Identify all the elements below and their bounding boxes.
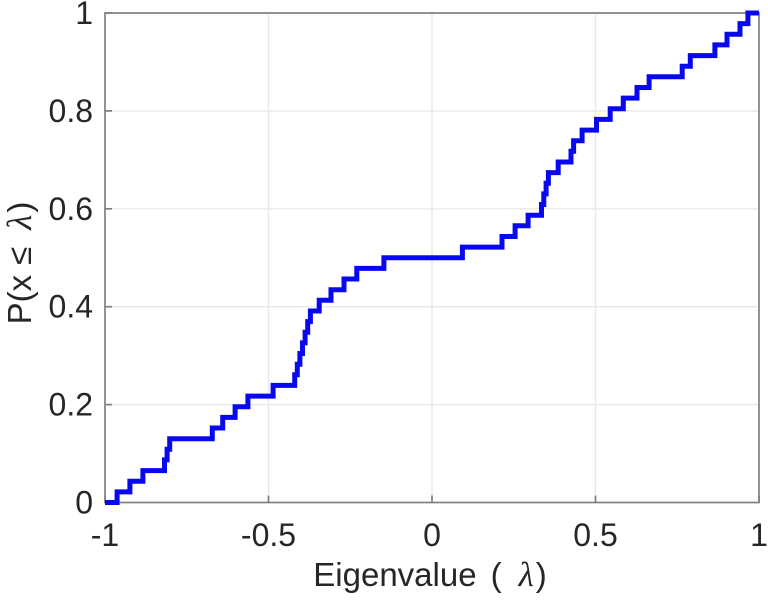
x-axis-label-close-paren: ) <box>536 556 547 593</box>
ecdf-step-line <box>105 10 759 505</box>
y-axis-label-lambda-symbol: λ <box>0 215 39 231</box>
x-axis-label-lambda-symbol: λ <box>518 555 534 594</box>
x-tick-label--1: -1 <box>91 517 119 553</box>
x-tick-label-0: 0 <box>423 517 441 553</box>
grid-layer <box>105 13 759 503</box>
x-axis-label-open-paren: ( <box>491 556 502 593</box>
y-axis-label-prefix: P(x <box>1 274 38 324</box>
y-tick-label-0.2: 0.2 <box>49 387 93 423</box>
y-axis-label: P(x ≤ λ) <box>0 202 39 325</box>
y-tick-label-1: 1 <box>75 0 93 31</box>
y-tick-label-0.6: 0.6 <box>49 191 93 227</box>
x-axis-label: Eigenvalue ( λ) <box>313 555 546 594</box>
y-axis-label-leq-symbol: ≤ <box>1 247 38 265</box>
y-axis-label-suffix: ) <box>1 202 38 213</box>
x-tick-label--0.5: -0.5 <box>241 517 296 553</box>
y-tick-label-0.4: 0.4 <box>49 289 93 325</box>
x-tick-label-1: 1 <box>750 517 768 553</box>
x-tick-label-0.5: 0.5 <box>573 517 617 553</box>
y-tick-label-0.8: 0.8 <box>49 93 93 129</box>
y-tick-labels: 0 0.2 0.4 0.6 0.8 1 <box>49 0 93 521</box>
x-tick-labels: -1 -0.5 0 0.5 1 <box>91 517 768 553</box>
y-tick-label-0: 0 <box>75 485 93 521</box>
x-axis-label-word: Eigenvalue <box>313 556 476 593</box>
